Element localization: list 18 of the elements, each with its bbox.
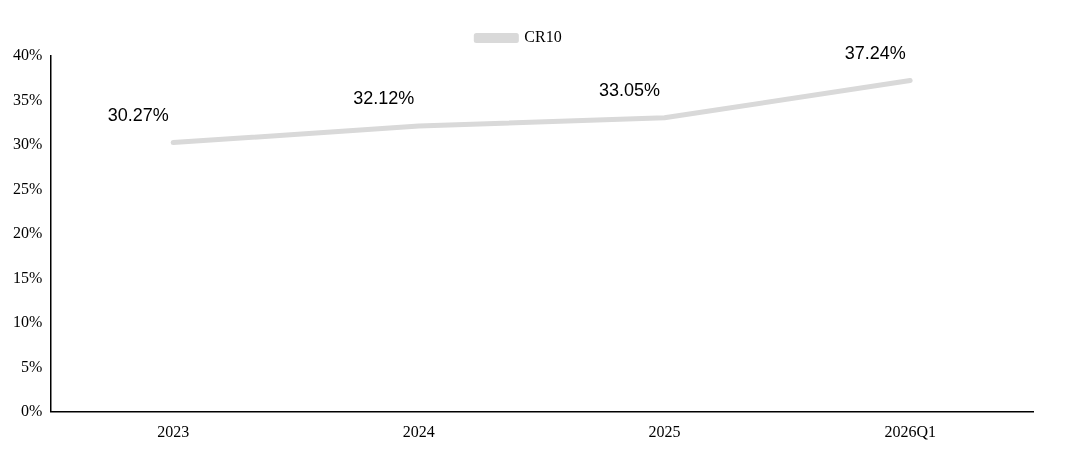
y-tick-label: 15% xyxy=(13,268,43,286)
y-tick-label: 5% xyxy=(21,357,43,375)
x-tick-label: 2024 xyxy=(402,422,435,440)
y-tick-label: 0% xyxy=(21,402,43,419)
text: 30.27% xyxy=(107,104,169,125)
text: 37.24% xyxy=(844,42,906,63)
y-tick-label: 10% xyxy=(13,313,43,331)
x-tick-label: 2023 xyxy=(157,422,190,440)
y-tick-label: 35% xyxy=(13,90,43,108)
x-tick-label: 2026Q1 xyxy=(884,422,936,440)
legend-label: CR10 xyxy=(524,28,562,46)
y-tick-label: 25% xyxy=(13,179,43,197)
text: 33.05% xyxy=(598,79,661,100)
x-tick-label: 2025 xyxy=(648,422,681,440)
text: 32.12% xyxy=(353,88,415,109)
y-tick-label: 40% xyxy=(13,46,43,64)
y-tick-label: 20% xyxy=(13,224,43,242)
y-tick-label: 30% xyxy=(13,135,43,153)
